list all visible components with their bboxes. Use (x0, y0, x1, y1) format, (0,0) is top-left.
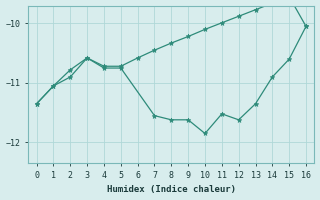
X-axis label: Humidex (Indice chaleur): Humidex (Indice chaleur) (107, 185, 236, 194)
